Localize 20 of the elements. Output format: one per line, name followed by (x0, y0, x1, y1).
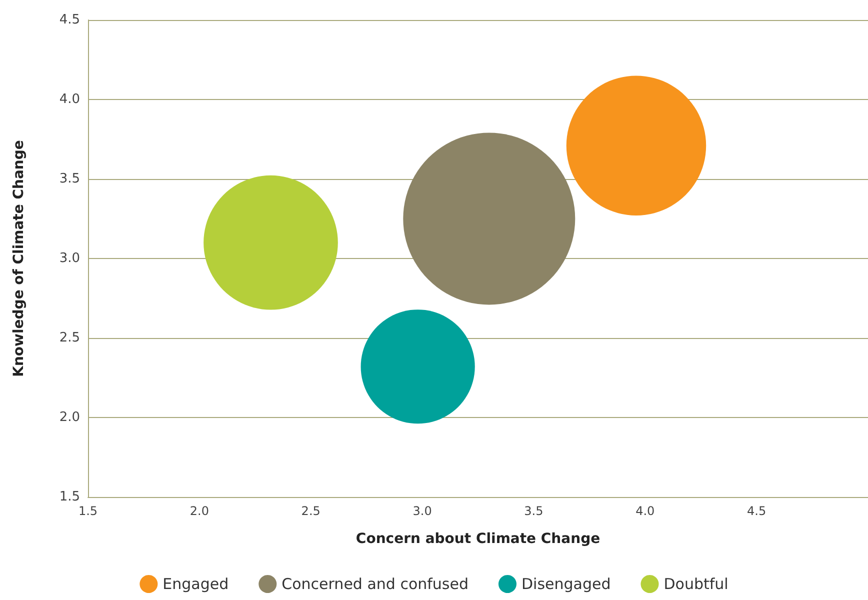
x-tick-label: 4.0 (636, 504, 655, 518)
legend-label: Doubtful (664, 575, 728, 593)
x-tick-label: 2.5 (301, 504, 320, 518)
legend-label: Disengaged (521, 575, 611, 593)
y-tick-label: 3.5 (59, 172, 80, 186)
y-axis-title: Knowledge of Climate Change (11, 140, 27, 377)
legend-label: Concerned and confused (282, 575, 468, 593)
y-tick-label: 3.0 (59, 251, 80, 266)
y-tick-label: 2.5 (59, 330, 80, 346)
y-tick-label: 4.0 (59, 92, 80, 107)
y-tick-label: 4.5 (59, 12, 80, 28)
x-tick-label: 4.5 (747, 504, 766, 518)
legend-label: Engaged (162, 575, 229, 593)
x-tick-label: 3.5 (524, 504, 544, 518)
x-tick-label: 3.0 (412, 504, 432, 518)
y-tick-label: 2.0 (59, 410, 80, 425)
x-axis-title: Concern about Climate Change (356, 531, 600, 547)
x-tick-label: 1.5 (78, 504, 98, 518)
x-tick-label: 2.0 (190, 504, 209, 518)
y-tick-label: 1.5 (59, 490, 80, 504)
